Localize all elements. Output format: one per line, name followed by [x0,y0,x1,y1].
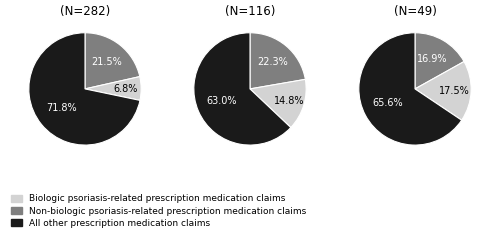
Wedge shape [359,33,462,145]
Legend: Biologic psoriasis-related prescription medication claims, Non-biologic psoriasi: Biologic psoriasis-related prescription … [10,193,308,230]
Title: Severe
(N=49): Severe (N=49) [394,0,436,18]
Wedge shape [250,79,306,128]
Text: 14.8%: 14.8% [274,96,304,106]
Text: 21.5%: 21.5% [92,57,122,67]
Text: 63.0%: 63.0% [206,96,237,106]
Wedge shape [415,62,471,120]
Text: 71.8%: 71.8% [46,103,76,113]
Text: 65.6%: 65.6% [372,99,403,109]
Wedge shape [85,77,141,100]
Wedge shape [250,33,306,89]
Wedge shape [85,33,140,89]
Text: 22.3%: 22.3% [257,57,288,67]
Text: 17.5%: 17.5% [439,85,470,95]
Title: Moderate
(N=116): Moderate (N=116) [222,0,278,18]
Text: 16.9%: 16.9% [418,54,448,64]
Text: 6.8%: 6.8% [113,84,138,94]
Title: Mild
(N=282): Mild (N=282) [60,0,110,18]
Wedge shape [415,33,464,89]
Wedge shape [194,33,291,145]
Wedge shape [29,33,140,145]
